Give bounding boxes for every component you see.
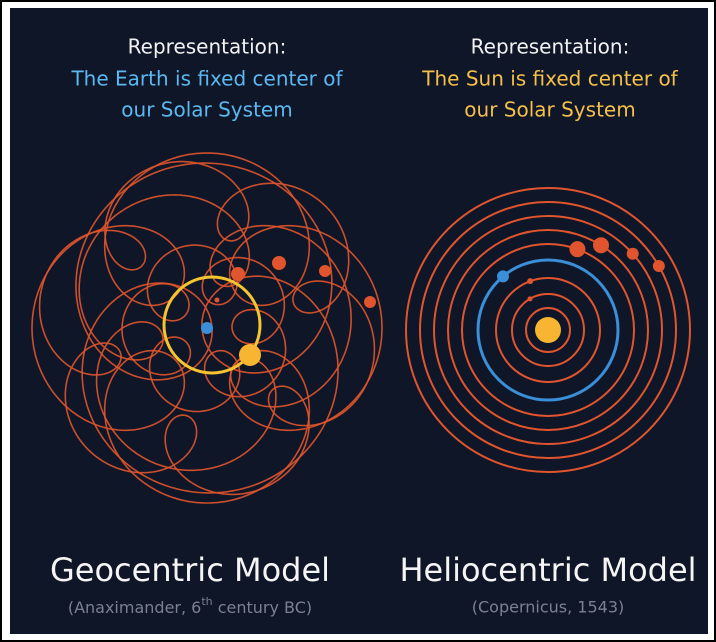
planet [272, 256, 286, 270]
heliocentric-diagram [405, 187, 691, 473]
subheading: our Solar System [121, 98, 292, 122]
orbit [495, 277, 601, 383]
epicycle [75, 162, 339, 494]
orbit [433, 215, 663, 445]
planet [626, 247, 639, 260]
planet [364, 296, 376, 308]
heading: Representation: [471, 35, 630, 59]
planet [527, 296, 533, 302]
subheading: The Sun is fixed center of [421, 67, 678, 91]
subheading: The Earth is fixed center of [70, 67, 343, 91]
orbit [461, 243, 635, 417]
caption-part: (Anaximander, 6 [68, 598, 202, 617]
earth-orbit [476, 258, 620, 402]
sun-orbit [162, 275, 262, 375]
background [10, 8, 708, 634]
caption: (Anaximander, 6th century BC) [68, 595, 312, 617]
earth [201, 322, 213, 334]
planet [592, 237, 609, 254]
orbit [419, 201, 677, 459]
orbit [405, 187, 691, 473]
geocentric-diagram [31, 152, 383, 504]
orbit [447, 229, 649, 431]
heading: Representation: [128, 35, 287, 59]
epicycle [78, 194, 352, 472]
planet [527, 278, 534, 285]
orbit [525, 307, 571, 353]
planet [214, 297, 220, 303]
model-title: Heliocentric Model [399, 551, 696, 589]
subheading: our Solar System [464, 98, 635, 122]
orbit [511, 293, 585, 367]
planet [231, 267, 245, 281]
planet [497, 270, 510, 283]
planet [652, 260, 665, 272]
sun [239, 344, 261, 366]
caption-sup: th [201, 595, 212, 608]
caption: (Copernicus, 1543) [472, 598, 625, 617]
model-title: Geocentric Model [50, 551, 330, 589]
epicycle [121, 244, 287, 413]
planet [319, 265, 331, 277]
planet [569, 241, 586, 258]
sun [535, 317, 561, 343]
epicycle [31, 152, 383, 504]
caption-part: century BC) [213, 598, 313, 617]
